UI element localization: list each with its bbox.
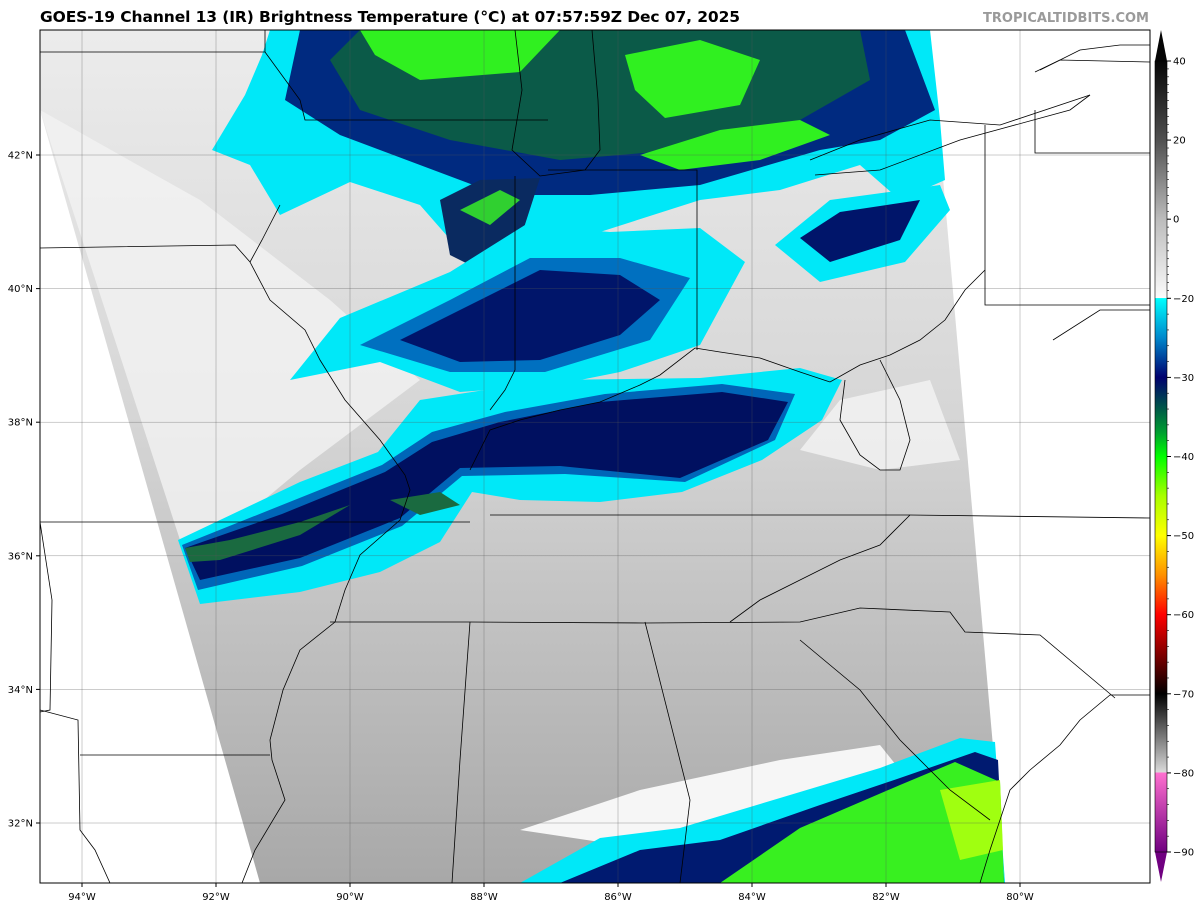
- state-border: [330, 607, 1116, 699]
- state-border: [839, 359, 911, 471]
- colorbar-tick-label: −20: [1173, 294, 1194, 305]
- state-border: [490, 514, 1150, 519]
- branding-watermark: TROPICALTIDBITS.COM: [983, 11, 1149, 26]
- state-border: [1052, 309, 1150, 341]
- colorbar-top-extension: [1155, 30, 1167, 61]
- cloud-green: [625, 40, 760, 118]
- lon-tick-label: 88°W: [470, 892, 498, 903]
- colorbar-tick-label: −60: [1173, 610, 1194, 621]
- colorbar: 40 20 0 −20 −30 −40 −50 −60 −70 −80 −90: [1154, 30, 1194, 882]
- lake-michigan-shore: [511, 30, 601, 177]
- colorbar-tick-label: −70: [1173, 689, 1194, 700]
- clear-sky-white-region: [520, 745, 900, 845]
- colorbar-outline: [1154, 60, 1168, 853]
- lon-tick-label: 92°W: [202, 892, 230, 903]
- colorbar-tick-label: −90: [1173, 848, 1194, 859]
- cloud-green: [360, 30, 560, 80]
- coastline: [979, 694, 1150, 883]
- state-border: [1034, 110, 1150, 154]
- lake-ontario-shore: [1034, 59, 1150, 73]
- lon-tick-label: 86°W: [604, 892, 632, 903]
- colorbar-bottom-extension: [1155, 852, 1167, 882]
- cloud-green: [640, 120, 830, 170]
- state-border: [451, 621, 471, 883]
- political-boundaries: [40, 30, 1150, 883]
- lon-tick-label: 80°W: [1006, 892, 1034, 903]
- colorbar-tick-label: −80: [1173, 768, 1194, 779]
- clear-sky-white-region: [800, 380, 960, 470]
- state-border: [799, 639, 991, 821]
- colorbar-tick-label: 40: [1173, 57, 1186, 68]
- cloud-green: [460, 190, 520, 225]
- lon-tick-label: 94°W: [68, 892, 96, 903]
- axis-labels: 94°W 92°W 90°W 88°W 86°W 84°W 82°W 80°W 42°N 40°N…: [8, 151, 1034, 904]
- lat-tick-label: 34°N: [8, 685, 33, 696]
- state-border: [489, 176, 516, 411]
- cloud-navy: [800, 200, 920, 262]
- colorbar-tick-label: −40: [1173, 452, 1194, 463]
- lake-erie-shore: [809, 94, 1091, 161]
- colorbar-tick-label: −50: [1173, 531, 1194, 542]
- state-border: [40, 709, 111, 883]
- lat-tick-label: 40°N: [8, 284, 33, 295]
- lat-tick-label: 32°N: [8, 819, 33, 830]
- state-border: [40, 244, 251, 263]
- lat-tick-label: 36°N: [8, 551, 33, 562]
- lat-tick-label: 38°N: [8, 418, 33, 429]
- colorbar-tick-label: 20: [1173, 136, 1186, 147]
- state-border: [264, 51, 548, 121]
- state-border: [644, 621, 691, 883]
- lon-tick-label: 90°W: [336, 892, 364, 903]
- cloud-navy: [400, 270, 660, 362]
- cloud-navy: [185, 392, 788, 580]
- colorbar-tick-label: 0: [1173, 215, 1179, 226]
- colorbar-tick-label: −30: [1173, 373, 1194, 384]
- lake-erie-shore: [814, 94, 1091, 176]
- map-frame: [39, 29, 1151, 884]
- colorbar-gradient: [1155, 61, 1167, 852]
- lat-tick-label: 42°N: [8, 151, 33, 162]
- state-border: [729, 514, 911, 623]
- cloud-green: [720, 762, 1004, 883]
- state-border: [984, 125, 1150, 306]
- graticule: [40, 30, 1150, 883]
- state-border: [548, 169, 698, 350]
- cloud-green: [940, 780, 1003, 860]
- cloud-darkgreen: [185, 505, 350, 562]
- clear-sky-white-region: [40, 110, 420, 540]
- lon-tick-label: 84°W: [738, 892, 766, 903]
- river-border-ohio: [469, 269, 986, 471]
- map-title: GOES-19 Channel 13 (IR) Brightness Tempe…: [40, 8, 740, 26]
- lon-tick-label: 82°W: [872, 892, 900, 903]
- ir-imagery: [40, 30, 1150, 883]
- river-border-mississippi: [241, 204, 411, 883]
